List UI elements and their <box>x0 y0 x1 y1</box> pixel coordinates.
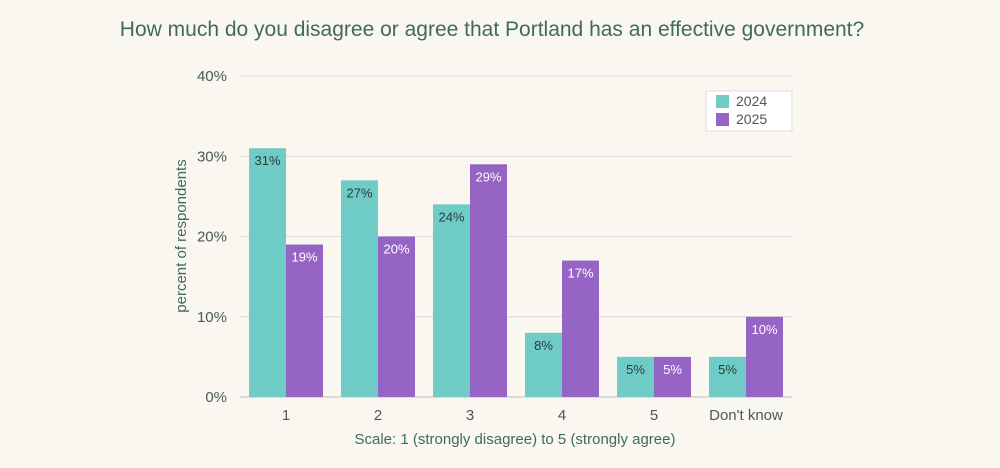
x-tick-label: Don't know <box>709 407 783 424</box>
bar-2024-2 <box>341 180 378 397</box>
y-tick-label: 30% <box>197 148 227 165</box>
x-tick-label: 2 <box>374 407 382 424</box>
gridlines <box>240 75 792 398</box>
bar-value-label: 19% <box>291 250 317 265</box>
bar-value-label: 17% <box>567 266 593 281</box>
x-tick-label: 5 <box>650 407 658 424</box>
bar-value-label: 24% <box>438 209 464 224</box>
x-tick-label: 1 <box>282 407 290 424</box>
y-tick-label: 10% <box>197 309 227 326</box>
chart-title: How much do you disagree or agree that P… <box>120 18 864 41</box>
bar-value-label: 8% <box>534 338 553 353</box>
legend-entry: 2024 <box>736 93 767 109</box>
bar-2025-2 <box>378 236 415 397</box>
legend-swatch <box>716 95 729 108</box>
x-axis-ticks: 1 2 3 4 5 Don't know <box>282 407 783 424</box>
y-axis-ticks: 0% 10% 20% 30% 40% <box>197 68 227 406</box>
bar-value-label: 20% <box>383 242 409 257</box>
y-tick-label: 20% <box>197 229 227 246</box>
bar-2024-don-t-know <box>709 356 746 397</box>
bars: 31% 19% 27% 20% 24% 29% 8% 17% 5% 5% 5% 10% <box>249 148 783 397</box>
bar-2025-3 <box>470 164 507 397</box>
bar-2024-5 <box>617 356 654 397</box>
bar-2024-4 <box>525 332 562 397</box>
bar-value-label: 31% <box>254 153 280 168</box>
bar-2025-5 <box>654 356 691 397</box>
legend-entry: 2025 <box>736 111 767 127</box>
legend: 2024 2025 <box>705 90 793 132</box>
legend-swatch <box>716 113 729 126</box>
bar-value-label: 5% <box>718 362 737 377</box>
bar-2024-3 <box>433 204 470 397</box>
x-tick-label: 3 <box>466 407 474 424</box>
x-axis-label: Scale: 1 (strongly disagree) to 5 (stron… <box>355 431 676 448</box>
bar-2025-don-t-know <box>746 316 783 397</box>
bar-value-label: 10% <box>751 322 777 337</box>
x-tick-label: 4 <box>558 407 566 424</box>
y-tick-label: 40% <box>197 68 227 85</box>
bar-2025-4 <box>562 260 599 397</box>
bar-value-label: 29% <box>475 169 501 184</box>
y-tick-label: 0% <box>205 389 227 406</box>
bar-2024-1 <box>249 148 286 397</box>
bar-value-label: 27% <box>346 185 372 200</box>
bar-value-label: 5% <box>663 362 682 377</box>
bar-2025-1 <box>286 244 323 397</box>
y-axis-label: percent of respondents <box>173 159 190 312</box>
bar-value-label: 5% <box>626 362 645 377</box>
